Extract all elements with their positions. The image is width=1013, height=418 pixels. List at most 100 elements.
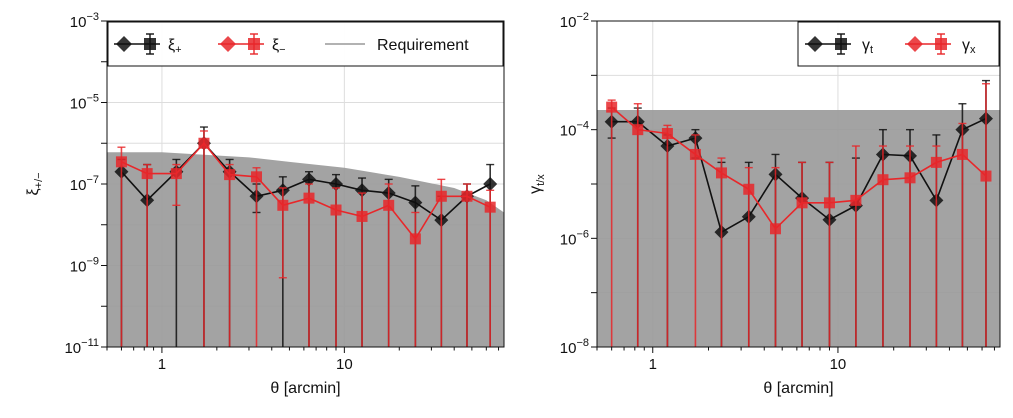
data-point-square — [303, 192, 315, 204]
legend-label-sub: x — [970, 44, 976, 56]
data-point-square — [980, 170, 992, 182]
legend-item-xi-plus: ξ+ — [114, 33, 182, 56]
data-point-square — [956, 148, 968, 160]
y-tick-exponent: −4 — [576, 120, 589, 132]
data-point-square — [409, 233, 421, 245]
data-point-diamond — [483, 177, 498, 191]
y-tick-exponent: −11 — [81, 337, 99, 349]
x-tick-label: 10 — [336, 356, 353, 373]
data-point-square — [877, 174, 889, 186]
y-tick-base: 10 — [64, 340, 81, 357]
legend-label-sub: t — [870, 44, 873, 56]
legend-box — [107, 21, 504, 67]
data-point-square — [632, 124, 644, 136]
series-layer — [114, 126, 498, 347]
legend-square — [835, 38, 847, 50]
y-tick-base: 10 — [70, 259, 87, 276]
y-tick-label: 10−7 — [70, 174, 99, 194]
legend-label-main: γ — [862, 37, 870, 54]
y-tick-base: 10 — [70, 14, 87, 31]
legend-label-main: ξ — [272, 37, 279, 54]
y-tick-label: 10−4 — [560, 120, 589, 140]
legend-label: γx — [962, 37, 976, 56]
y-tick-label: 10−8 — [560, 337, 589, 357]
data-point-square — [689, 148, 701, 160]
data-point-square — [330, 204, 342, 216]
legend: γt γx — [797, 21, 1000, 67]
data-point-square — [823, 197, 835, 209]
legend-label-sub: − — [279, 44, 285, 56]
data-point-square — [850, 194, 862, 206]
legend-square — [248, 38, 260, 50]
y-tick-exponent: −5 — [86, 93, 99, 105]
y-tick-base: 10 — [70, 177, 87, 194]
y-axis-label-sub: t/x — [535, 174, 547, 186]
y-tick-base: 10 — [560, 340, 577, 357]
y-tick-exponent: −8 — [576, 337, 589, 349]
legend-label: ξ− — [272, 37, 286, 56]
data-point-square — [930, 156, 942, 168]
data-point-diamond — [408, 195, 423, 210]
legend-item-gamma-x: γx — [905, 33, 976, 56]
data-point-square — [606, 101, 618, 113]
y-axis-label-sub: +/− — [33, 172, 45, 188]
y-tick-base: 10 — [70, 96, 87, 113]
data-point-square — [484, 201, 496, 213]
x-tick-label: 1 — [649, 356, 657, 373]
data-point-diamond — [355, 183, 370, 198]
legend-diamond — [220, 36, 236, 52]
legend-label-sub: + — [175, 44, 181, 56]
legend-diamond — [907, 36, 923, 52]
data-point-square — [715, 167, 727, 179]
y-axis-label: ξ+/− — [25, 172, 45, 195]
y-axis-label: γt/x — [527, 174, 547, 194]
legend-box — [797, 21, 1000, 67]
legend-label: γt — [862, 37, 873, 56]
legend-diamond — [807, 36, 823, 52]
data-point-square — [904, 172, 916, 184]
data-point-square — [356, 210, 368, 222]
data-point-square — [115, 156, 127, 168]
data-point-square — [796, 197, 808, 209]
y-tick-label: 10−3 — [70, 11, 99, 31]
legend-item-xi-minus: ξ− — [218, 33, 286, 56]
y-tick-exponent: −7 — [86, 174, 99, 186]
y-tick-exponent: −6 — [576, 228, 589, 240]
legend-diamond — [116, 36, 132, 52]
x-tick-label: 1 — [158, 356, 166, 373]
series-red — [606, 83, 992, 347]
data-point-square — [224, 169, 236, 181]
data-point-square — [383, 199, 395, 211]
data-point-square — [769, 223, 781, 235]
requirement-region — [107, 152, 504, 347]
data-point-square — [170, 168, 182, 180]
legend-requirement-label: Requirement — [377, 37, 469, 54]
legend: ξ+ ξ− Requirement — [107, 21, 504, 67]
legend-label-main: ξ — [168, 37, 175, 54]
y-tick-base: 10 — [560, 123, 577, 140]
y-tick-exponent: −9 — [86, 256, 99, 268]
data-point-square — [277, 199, 289, 211]
y-tick-label: 10−5 — [70, 93, 99, 113]
y-tick-label: 10−11 — [64, 337, 99, 357]
x-axis-label: θ [arcmin] — [270, 380, 340, 397]
legend-label: ξ+ — [168, 37, 182, 56]
y-tick-label: 10−2 — [560, 11, 589, 31]
legend-item-gamma-t: γt — [805, 33, 873, 56]
y-axis-label-main: ξ — [25, 188, 42, 195]
legend-item-requirement: Requirement — [325, 37, 469, 54]
data-point-square — [251, 171, 263, 183]
y-tick-exponent: −3 — [86, 11, 99, 23]
data-point-square — [461, 190, 473, 202]
legend-square — [935, 38, 947, 50]
legend-square — [144, 38, 156, 50]
data-point-diamond — [301, 172, 316, 187]
data-point-square — [198, 137, 210, 149]
data-point-square — [743, 183, 755, 195]
legend-label-main: γ — [962, 37, 970, 54]
x-axis-label: θ [arcmin] — [763, 380, 833, 397]
data-point-square — [661, 128, 673, 140]
